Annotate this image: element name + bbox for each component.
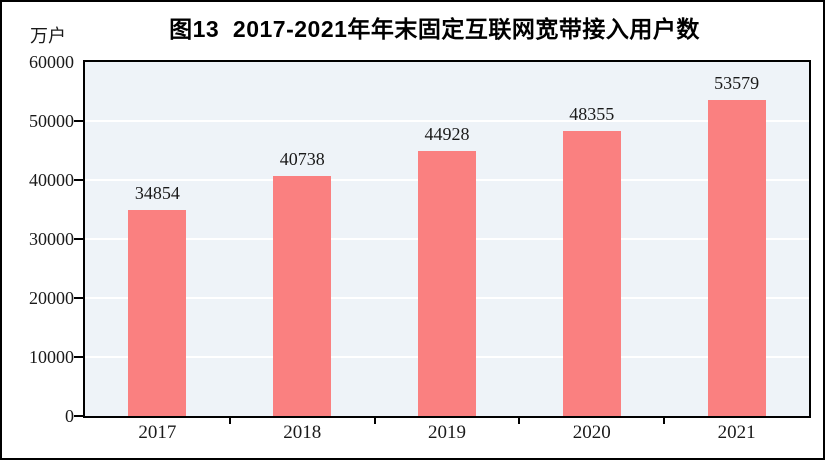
bar-2019 xyxy=(418,150,476,416)
bar-2018 xyxy=(273,175,332,416)
x-axis-tick-label: 2020 xyxy=(572,422,611,443)
y-axis-tick-mark xyxy=(74,238,83,240)
y-axis-tick-label: 40000 xyxy=(29,170,74,190)
y-axis-tick-label: 60000 xyxy=(29,52,74,72)
x-axis-tick-mark xyxy=(663,416,666,424)
x-axis-tick-label: 2021 xyxy=(717,422,756,443)
chart-title: 图13 2017-2021年年末固定互联网宽带接入用户数 xyxy=(169,16,700,42)
y-axis-tick-mark xyxy=(74,415,83,417)
bar-value-label: 34854 xyxy=(134,183,180,204)
x-axis-tick-label: 2017 xyxy=(138,422,177,443)
bar-value-label: 44928 xyxy=(424,123,470,144)
y-axis-tick-label: 50000 xyxy=(29,111,74,131)
y-axis-tick-label: 10000 xyxy=(29,347,74,367)
x-axis-tick-mark xyxy=(228,416,231,424)
bar-value-label: 53579 xyxy=(714,72,760,93)
x-axis-tick-label: 2018 xyxy=(283,422,322,443)
y-axis-unit-label: 万户 xyxy=(30,26,66,46)
bar-value-label: 48355 xyxy=(569,103,615,124)
y-axis-tick-mark xyxy=(74,297,83,299)
y-axis-tick-label: 20000 xyxy=(29,288,74,308)
bar-2021 xyxy=(707,99,766,416)
gridline xyxy=(85,120,809,122)
bar-2020 xyxy=(562,130,621,416)
bar-value-label: 40738 xyxy=(279,148,325,169)
x-axis-tick-mark xyxy=(518,416,521,424)
y-axis-tick-mark xyxy=(74,356,83,358)
x-axis-tick-mark xyxy=(373,416,376,424)
y-axis-tick-mark xyxy=(74,179,83,181)
plot-area: 34854 40738 44928 48355 53579 xyxy=(83,60,811,418)
x-axis-tick-label: 2019 xyxy=(428,422,466,443)
bar-2017 xyxy=(128,210,187,416)
y-axis-tick-label: 30000 xyxy=(29,229,74,249)
y-axis-tick-mark xyxy=(74,120,83,122)
y-axis-tick-label: 0 xyxy=(65,406,74,426)
